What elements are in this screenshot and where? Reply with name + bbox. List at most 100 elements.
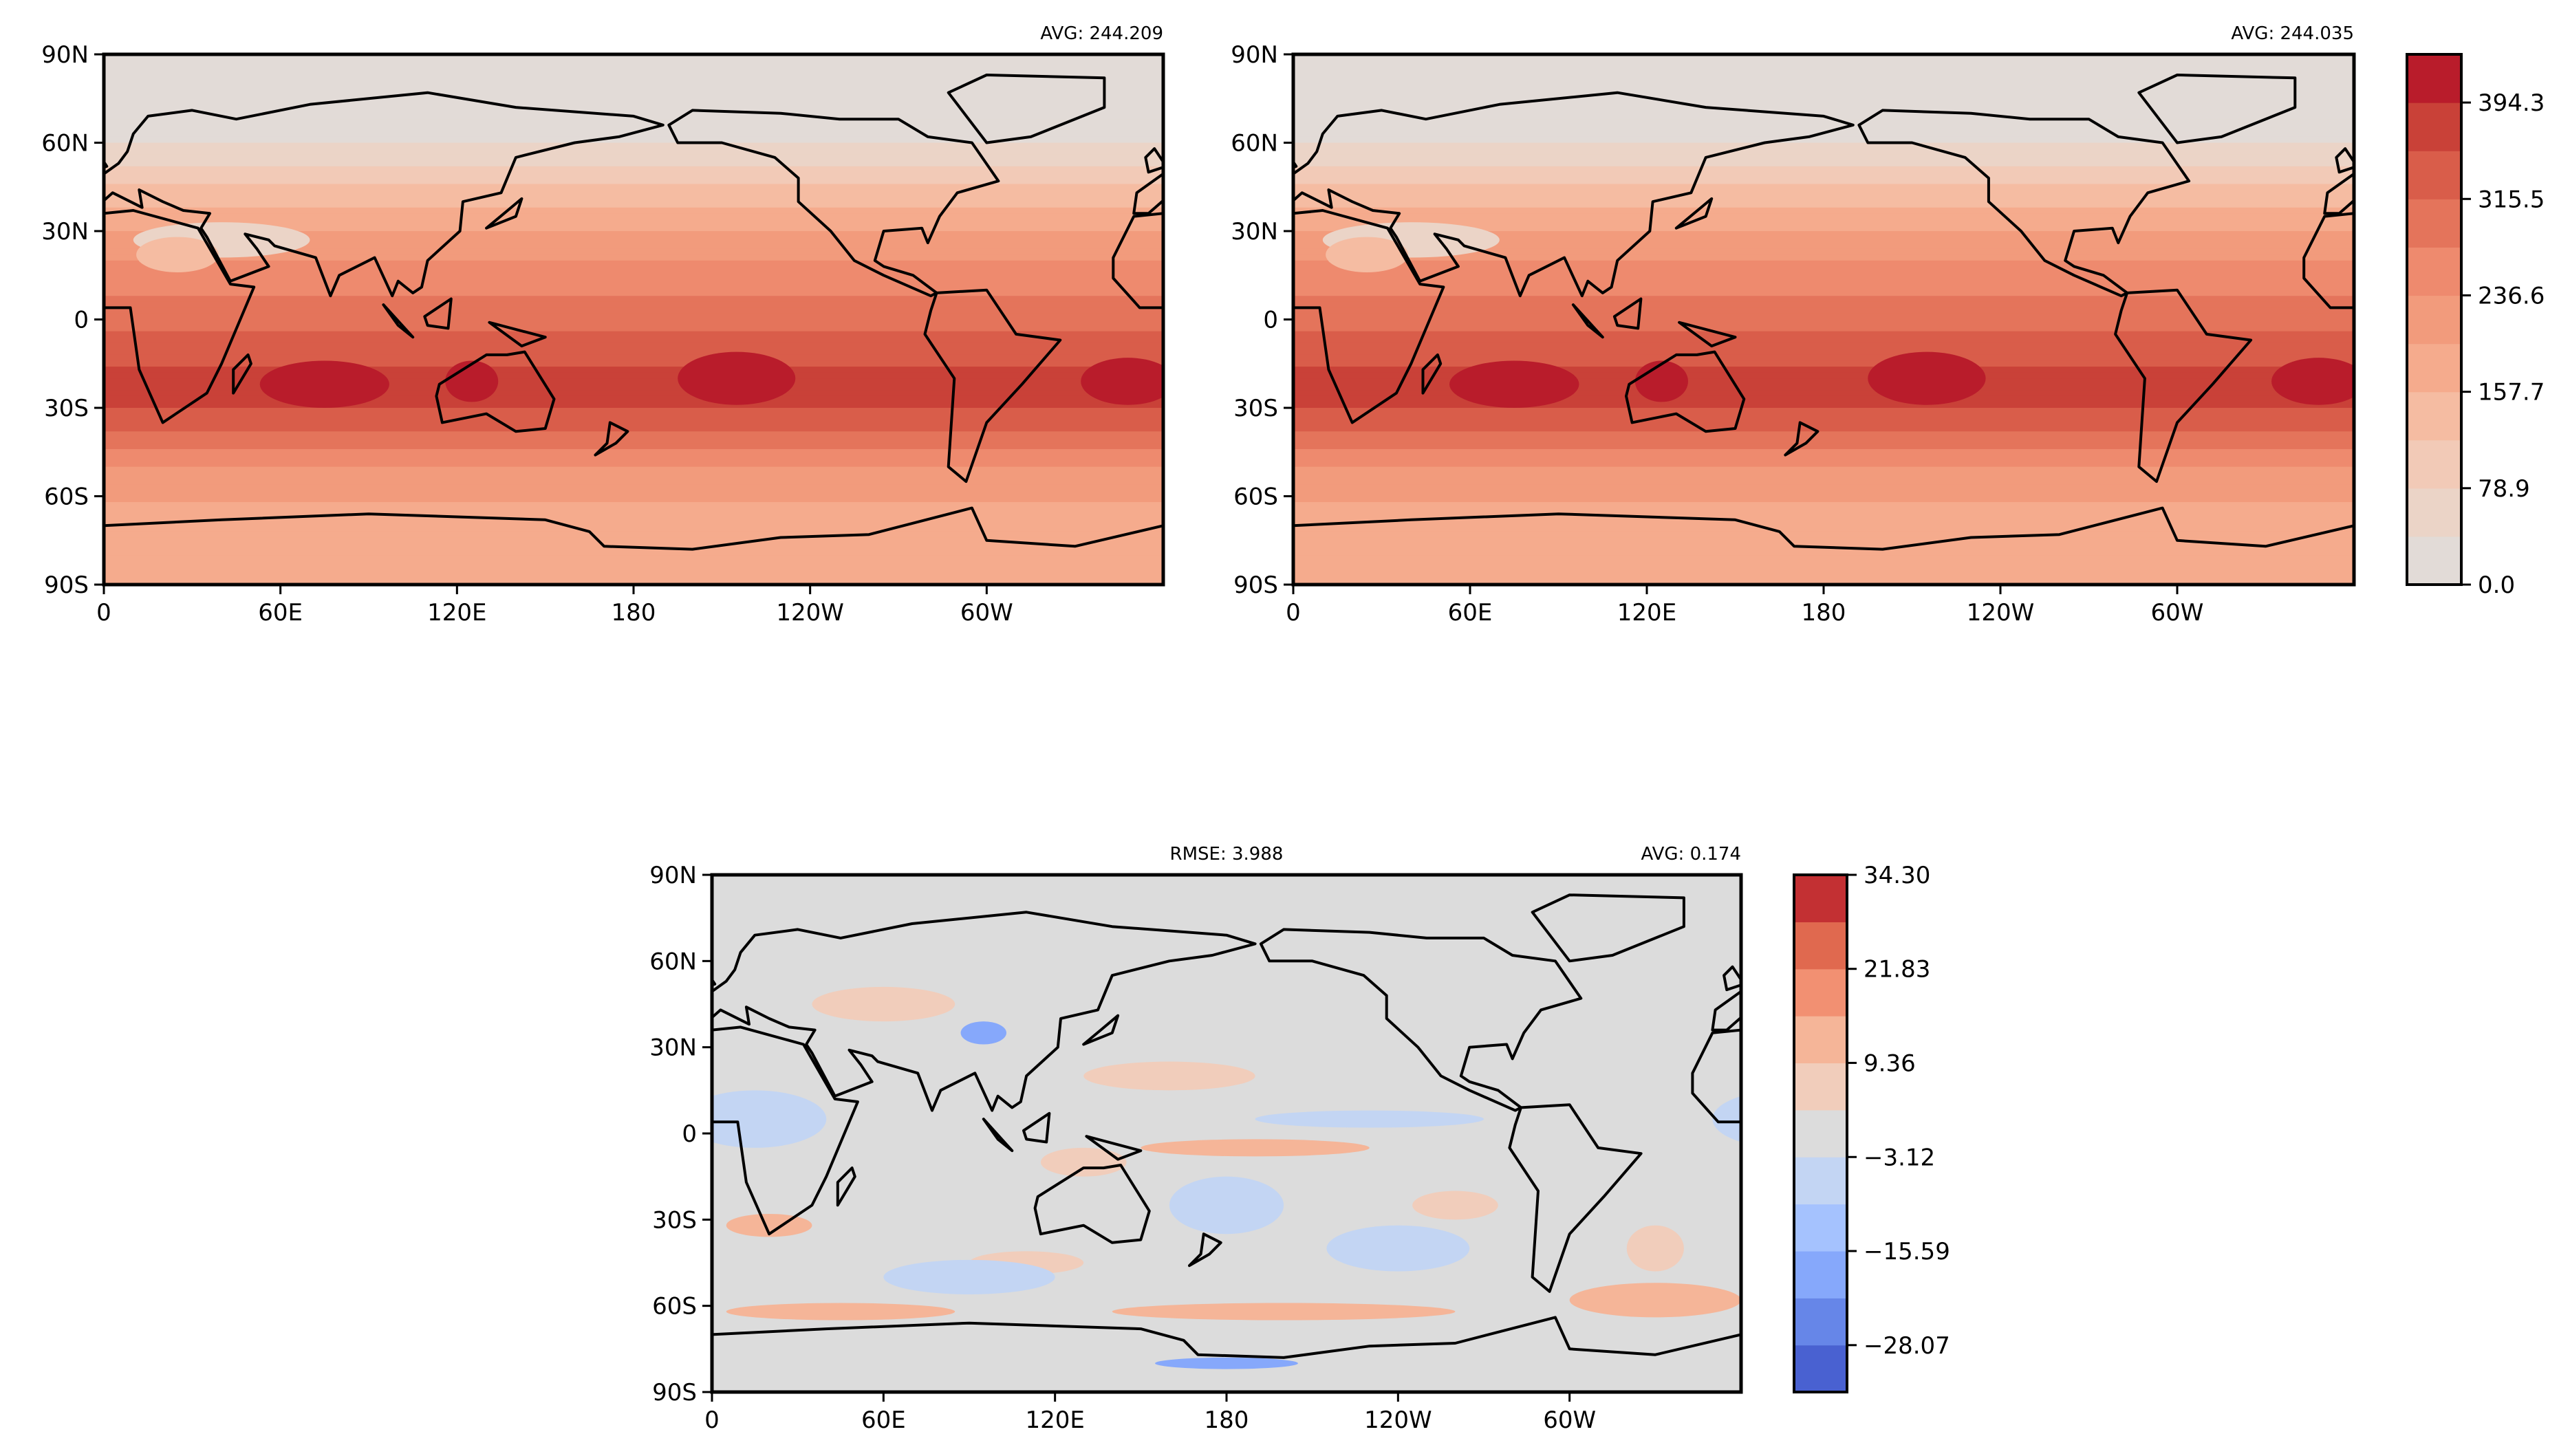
contour-band <box>712 1041 1741 1048</box>
contour-band <box>1293 284 2354 291</box>
colorbar-tick-label: 34.30 <box>1864 862 1930 889</box>
contour-band <box>104 466 1163 473</box>
colorbar-frame <box>1793 873 1848 1393</box>
colorbar-tick-label: 9.36 <box>1864 1050 1916 1077</box>
contour-band <box>1293 177 2354 185</box>
contour-band <box>104 101 1163 108</box>
contour-band <box>1293 367 2354 373</box>
coastline <box>488 320 547 348</box>
coastline <box>1293 91 1855 298</box>
colorbar-tick-label: 236.6 <box>2478 282 2545 309</box>
contour-band <box>1293 349 2354 356</box>
contour-band <box>104 296 1163 303</box>
contour-band <box>712 1294 1741 1301</box>
contour-band <box>1293 443 2354 450</box>
colorbar-segment <box>1794 968 1847 1017</box>
coastline <box>2115 1136 2170 1159</box>
contour-band <box>104 461 1163 468</box>
avg-label: AVG: 244.209 <box>1040 23 1163 44</box>
coastline <box>1571 303 1604 339</box>
y-tick-label: 30N <box>649 1034 697 1062</box>
x-tick-label: 120E <box>1617 599 1676 627</box>
coastline <box>1421 353 1443 395</box>
coastline <box>104 506 1163 551</box>
contour-region <box>1326 1225 1470 1272</box>
coastline <box>1867 1168 1884 1205</box>
contour-region <box>1634 360 1688 402</box>
contour-band <box>712 1283 1741 1290</box>
coastline <box>6 1165 120 1243</box>
contour-band <box>712 955 1741 961</box>
coastline <box>480 1105 612 1292</box>
coastline <box>1857 109 2191 298</box>
contour-region <box>1155 1357 1298 1369</box>
contour-band <box>1293 54 2354 61</box>
contour-band <box>1293 448 2354 456</box>
coastline <box>2562 895 2570 961</box>
contour-band <box>1293 213 2354 220</box>
contour-region <box>2285 1111 2513 1128</box>
contour-band <box>712 1334 1741 1341</box>
contour-band <box>1293 248 2354 255</box>
contour-band <box>1293 307 2354 314</box>
y-tick-label: 90N <box>1231 41 1278 69</box>
contour-band <box>1293 278 2354 285</box>
contour-band <box>1293 272 2354 279</box>
coastline <box>1188 1232 1222 1268</box>
avg-label: AVG: 244.035 <box>2231 23 2354 44</box>
contour-band <box>104 160 1163 167</box>
contour-region <box>1326 237 1409 272</box>
contour-band <box>104 413 1163 420</box>
colorbar-segment <box>1794 1157 1847 1205</box>
coastline <box>712 1316 1741 1359</box>
contour-field <box>104 54 1163 585</box>
coastline <box>435 350 556 433</box>
contour-band <box>1293 455 2354 461</box>
coastline <box>923 288 1062 483</box>
contour-band <box>712 1058 1741 1065</box>
contour-region <box>1141 1139 1370 1157</box>
coastline <box>2290 929 2570 1110</box>
map-panel-bottom-difference: 0 60E 120E 180 120W 60W 90N 60N 30N 0 30S 60S 90S AVG… <box>6 844 2570 1434</box>
y-tick-label: 60N <box>41 130 89 157</box>
contour-band <box>104 367 1163 373</box>
contour-band <box>104 490 1163 497</box>
x-tick-label: 120E <box>427 599 486 627</box>
contour-region <box>2141 1303 2485 1320</box>
coastline <box>1144 147 1163 174</box>
contour-band <box>104 254 1163 261</box>
coastline <box>594 421 629 457</box>
y-tick-label: 60S <box>44 483 89 511</box>
coastline <box>2013 1119 2042 1151</box>
contour-band <box>712 1105 1741 1111</box>
contour-band <box>712 1300 1741 1307</box>
contour-band <box>104 313 1163 320</box>
contour-band <box>104 360 1163 367</box>
coastline <box>2218 1234 2250 1265</box>
contour-band <box>1293 83 2354 90</box>
contour-band <box>712 1098 1741 1105</box>
coastline <box>104 209 256 424</box>
contour-band <box>1293 531 2354 539</box>
coastline <box>2114 288 2253 483</box>
coastline <box>54 1016 89 1045</box>
coastline <box>947 74 1106 144</box>
y-tick-label: 30S <box>1233 395 1278 422</box>
map-panel-top-right: 0 60E 120E 180 120W 60W 90N 60N 30N 0 30S 60S 90S AVG… <box>1231 23 2356 627</box>
contour-band <box>1293 425 2354 432</box>
contour-region <box>2271 358 2354 405</box>
contour-band <box>712 1122 1741 1129</box>
contour-region <box>2170 1139 2398 1156</box>
coastline <box>712 911 1257 1112</box>
contour-band <box>712 978 1741 985</box>
coastline <box>232 929 552 1110</box>
colorbar-tick-label: 157.7 <box>2478 379 2545 406</box>
contour-band <box>104 60 1163 67</box>
x-tick-label: 120W <box>1967 599 2035 627</box>
contour-band <box>1293 266 2354 273</box>
y-tick-label: 30S <box>652 1206 697 1234</box>
contour-band <box>1293 437 2354 444</box>
x-tick-label: 120W <box>1364 1406 1432 1434</box>
contour-band <box>712 1265 1741 1272</box>
